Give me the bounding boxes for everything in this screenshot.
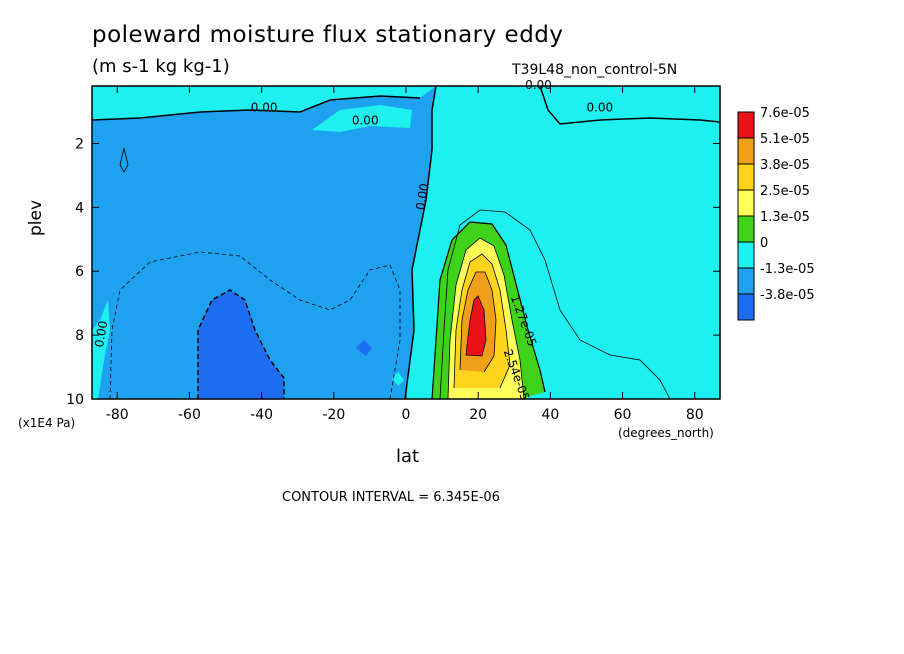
contour-positive-orange xyxy=(459,271,497,373)
colorbar-label: -1.3e-05 xyxy=(760,262,815,277)
colorbar-swatch xyxy=(737,267,755,295)
colorbar-swatch xyxy=(737,137,755,165)
region-positive-upper-mid xyxy=(312,105,412,132)
y-tick-label: 10 xyxy=(66,392,84,408)
contour-positive-yellow xyxy=(447,237,525,399)
contour-label: 0.00 xyxy=(413,182,431,211)
dataset-label: T39L48_non_control-5N xyxy=(512,62,678,78)
region-positive-small-a xyxy=(392,372,404,386)
colorbar-label: -3.8e-05 xyxy=(760,288,815,303)
y-tick-label: 6 xyxy=(75,264,84,280)
x-tick-label: -60 xyxy=(178,407,201,423)
contour-negative-dashed xyxy=(197,289,285,399)
x-tick-label: -40 xyxy=(250,407,273,423)
colorbar-swatch xyxy=(737,241,755,269)
colorbar-label: 0 xyxy=(760,236,768,251)
contour-positive-green xyxy=(431,221,546,399)
chart-units: (m s-1 kg kg-1) xyxy=(92,56,230,77)
contour-zero-line-upper-right xyxy=(539,86,720,125)
contour-label: 0.00 xyxy=(525,78,552,92)
x-axis-ticks: -80 -60 -40 -20 0 20 40 60 80 xyxy=(106,86,704,423)
contour-label: 0.00 xyxy=(251,101,278,115)
contour-positive-red xyxy=(465,295,487,357)
contour-label: 0.00 xyxy=(352,113,379,127)
y-tick-label: 4 xyxy=(75,200,84,216)
colorbar-label: 2.5e-05 xyxy=(760,184,810,199)
colorbar-label: 7.6e-05 xyxy=(760,106,810,121)
colorbar-swatch xyxy=(737,293,755,321)
colorbar-label: 5.1e-05 xyxy=(760,132,810,147)
x-tick-label: 20 xyxy=(469,407,487,423)
region-positive-upper-south xyxy=(92,86,436,120)
y-axis-ticks: 2 4 6 8 10 xyxy=(66,136,720,408)
contour-label: 0.00 xyxy=(92,320,110,349)
colorbar: 7.6e-05 5.1e-05 3.8e-05 2.5e-05 1.3e-05 0 -1.3… xyxy=(737,106,815,321)
contour-negative-dashed-outer xyxy=(109,251,401,399)
contour-left-small xyxy=(119,147,129,173)
x-tick-label: 40 xyxy=(541,407,559,423)
x-tick-label: 80 xyxy=(686,407,704,423)
colorbar-label: 1.3e-05 xyxy=(760,210,810,225)
contour-zero-line-top xyxy=(92,95,421,121)
region-7.6e-05 xyxy=(466,296,486,356)
x-tick-label: -80 xyxy=(106,407,129,423)
contour-fill-area xyxy=(92,86,720,399)
x-tick-label: 60 xyxy=(614,407,632,423)
chart-title: poleward moisture flux stationary eddy xyxy=(92,22,564,48)
y-axis-unit: (x1E4 Pa) xyxy=(18,416,76,430)
contour-positive-thin-outer xyxy=(439,209,671,399)
contour-positive-gold xyxy=(453,253,511,389)
y-tick-label: 2 xyxy=(75,136,84,152)
contour-label: 0.00 xyxy=(586,101,613,115)
x-axis-unit: (degrees_north) xyxy=(618,426,714,440)
region-negative-core-small xyxy=(356,340,372,356)
colorbar-swatch xyxy=(737,163,755,191)
colorbar-swatch xyxy=(737,215,755,243)
colorbar-label: 3.8e-05 xyxy=(760,158,810,173)
contour-zero-line xyxy=(404,86,437,399)
x-tick-label: -20 xyxy=(322,407,345,423)
colorbar-swatch xyxy=(737,189,755,217)
x-axis-label: lat xyxy=(396,446,420,467)
y-tick-label: 8 xyxy=(75,328,84,344)
region-negative-core xyxy=(198,290,284,399)
x-tick-label: 0 xyxy=(402,407,411,423)
contour-interval: CONTOUR INTERVAL = 6.345E-06 xyxy=(282,490,500,505)
region-positive-left-edge xyxy=(92,300,110,399)
colorbar-swatch xyxy=(737,111,755,139)
